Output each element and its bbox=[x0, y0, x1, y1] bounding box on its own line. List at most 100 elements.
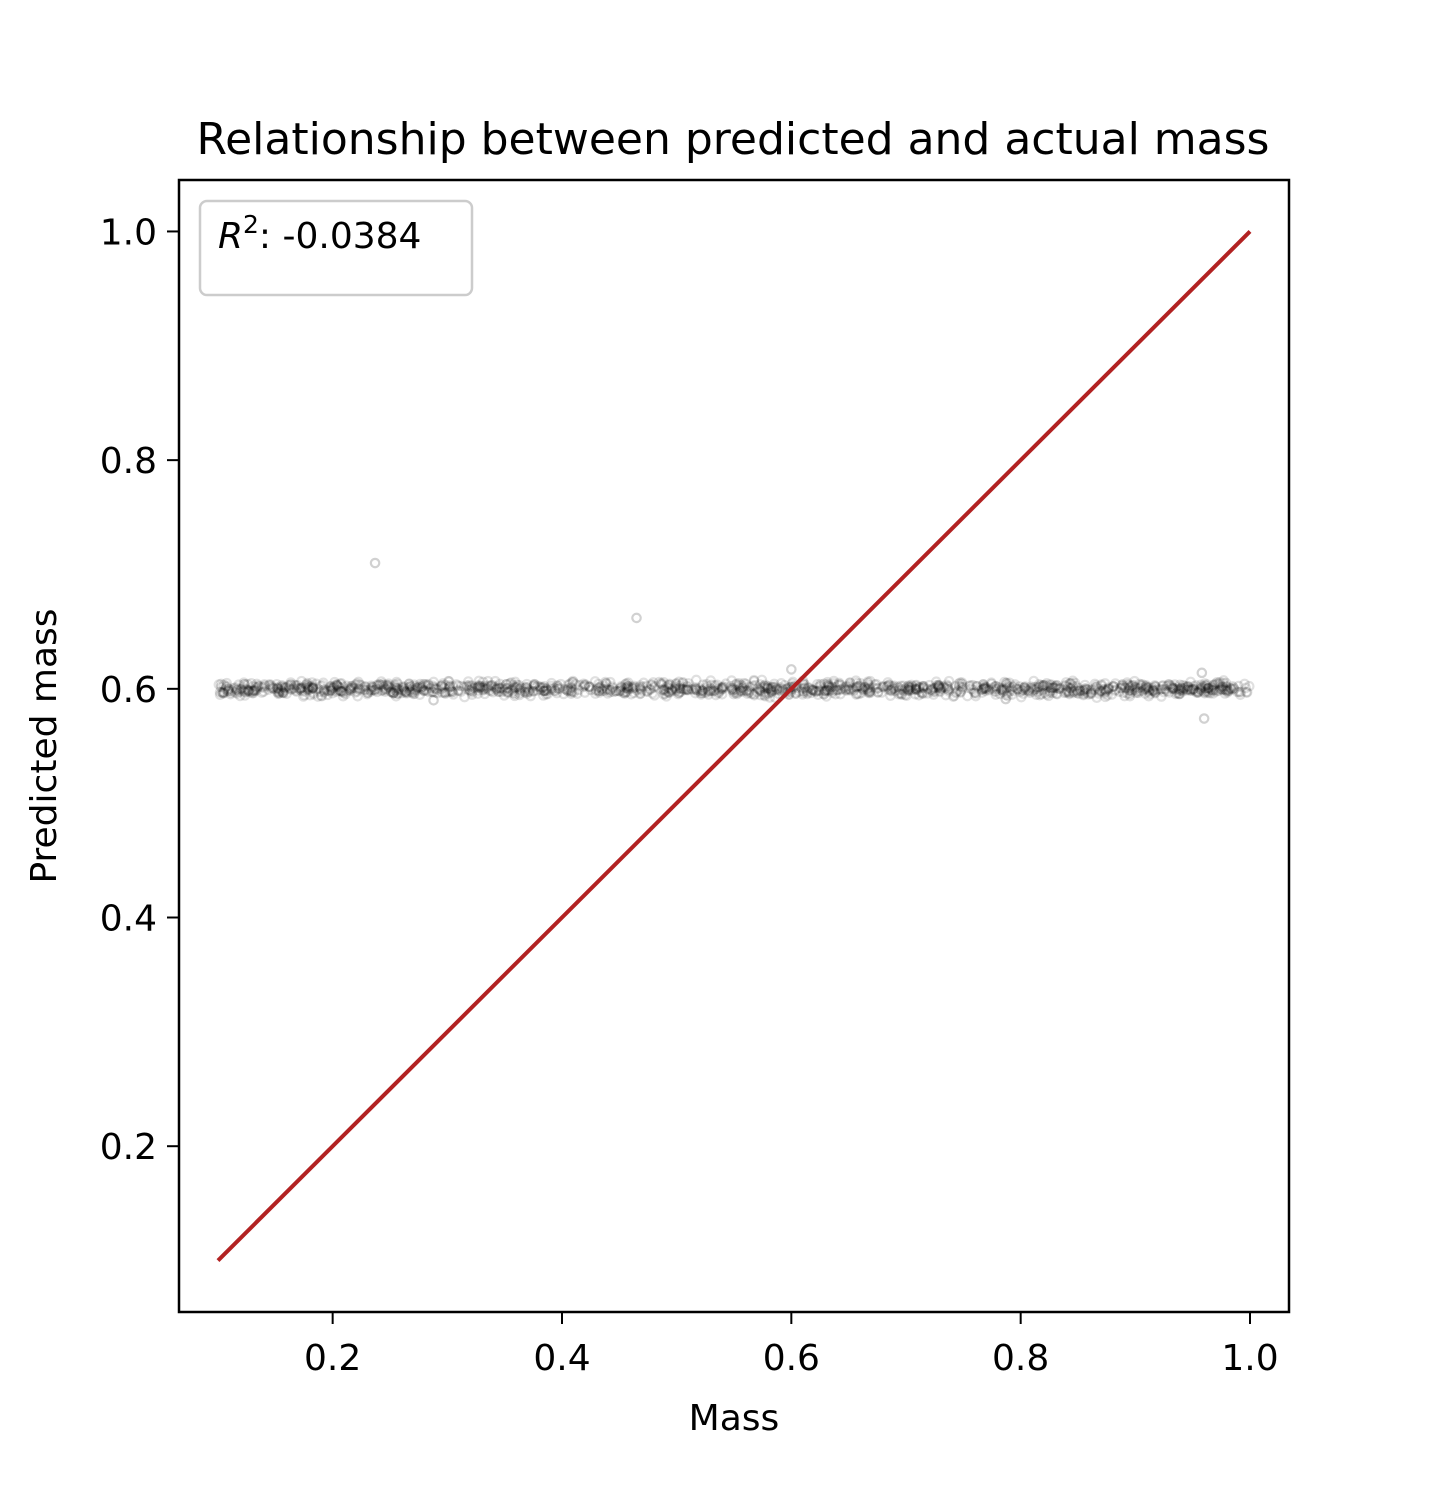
scatter-point bbox=[856, 682, 867, 694]
scatter-point bbox=[657, 679, 668, 691]
scatter-point bbox=[302, 684, 313, 696]
scatter-point bbox=[1220, 684, 1231, 696]
scatter-point bbox=[542, 685, 553, 696]
scatter-point bbox=[690, 674, 702, 686]
scatter-point bbox=[1215, 683, 1226, 695]
scatter-point bbox=[1239, 678, 1250, 690]
scatter-point bbox=[570, 679, 581, 690]
scatter-point bbox=[491, 684, 502, 696]
scatter-point bbox=[1173, 688, 1185, 700]
scatter-point bbox=[734, 682, 746, 694]
scatter-point bbox=[1192, 687, 1204, 698]
scatter-point bbox=[1205, 683, 1217, 695]
scatter-point bbox=[756, 686, 767, 697]
scatter-point bbox=[1061, 684, 1072, 695]
scatter-point bbox=[1085, 688, 1097, 699]
scatter-point bbox=[1135, 679, 1147, 691]
scatter-point bbox=[967, 679, 979, 691]
scatter-point bbox=[1240, 682, 1252, 694]
scatter-point bbox=[748, 688, 760, 700]
scatter-point bbox=[1072, 685, 1084, 697]
scatter-point bbox=[1140, 679, 1152, 691]
scatter-point bbox=[1200, 685, 1212, 697]
scatter-point bbox=[579, 679, 591, 691]
scatter-point bbox=[735, 685, 746, 696]
chart-title: Relationship between predicted and actua… bbox=[197, 114, 1270, 165]
scatter-point bbox=[541, 684, 552, 695]
scatter-point bbox=[218, 679, 230, 691]
scatter-point bbox=[1053, 683, 1064, 694]
scatter-point bbox=[825, 682, 837, 694]
scatter-point bbox=[799, 683, 810, 694]
scatter-point bbox=[217, 686, 228, 698]
scatter-point bbox=[626, 681, 637, 693]
scatter-point bbox=[1001, 683, 1012, 695]
scatter-point bbox=[950, 687, 961, 699]
scatter-point bbox=[705, 683, 717, 695]
scatter-point bbox=[917, 682, 929, 694]
scatter-point bbox=[331, 686, 342, 698]
scatter-point bbox=[473, 680, 484, 692]
scatter-point bbox=[403, 678, 415, 689]
scatter-point bbox=[1044, 685, 1056, 697]
scatter-point bbox=[762, 682, 773, 693]
scatter-point bbox=[981, 682, 992, 693]
scatter-point bbox=[248, 685, 259, 696]
scatter-point bbox=[850, 689, 862, 700]
scatter-point bbox=[634, 680, 646, 691]
scatter-point bbox=[634, 681, 646, 693]
scatter-point bbox=[501, 679, 512, 690]
scatter-point bbox=[1130, 687, 1142, 699]
scatter-point bbox=[996, 683, 1008, 694]
scatter-point bbox=[223, 683, 234, 695]
scatter-point bbox=[301, 679, 313, 690]
scatter-point bbox=[1107, 681, 1119, 692]
scatter-point bbox=[981, 683, 992, 695]
scatter-point bbox=[821, 691, 832, 702]
scatter-point bbox=[355, 680, 367, 691]
scatter-point bbox=[1190, 680, 1202, 691]
scatter-point bbox=[341, 680, 353, 692]
scatter-point bbox=[1031, 689, 1042, 701]
scatter-point bbox=[892, 681, 904, 693]
scatter-point bbox=[964, 680, 976, 691]
scatter-point bbox=[436, 679, 448, 691]
scatter-point bbox=[1103, 683, 1114, 694]
scatter-point bbox=[1227, 681, 1238, 692]
scatter-point bbox=[329, 676, 340, 688]
scatter-point bbox=[248, 687, 259, 699]
scatter-point bbox=[471, 681, 483, 693]
scatter-point bbox=[788, 681, 800, 693]
scatter-point bbox=[697, 685, 709, 696]
scatter-point bbox=[521, 688, 533, 699]
scatter-point bbox=[1132, 683, 1143, 694]
scatter-point bbox=[842, 683, 853, 695]
scatter-point bbox=[733, 680, 744, 692]
scatter-point bbox=[1201, 679, 1213, 690]
scatter-point bbox=[887, 683, 899, 695]
scatter-point bbox=[850, 681, 862, 693]
scatter-point bbox=[677, 678, 689, 689]
scatter-point bbox=[384, 683, 396, 694]
scatter-point bbox=[752, 683, 764, 694]
scatter-point bbox=[666, 684, 678, 696]
scatter-point bbox=[754, 684, 765, 695]
scatter-point bbox=[359, 684, 370, 695]
scatter-point bbox=[620, 686, 631, 698]
scatter-point bbox=[1078, 689, 1089, 701]
scatter-point bbox=[896, 689, 908, 700]
scatter-point bbox=[414, 689, 426, 700]
scatter-point bbox=[910, 683, 921, 695]
scatter-point bbox=[221, 680, 232, 692]
scatter-point bbox=[844, 677, 856, 688]
scatter-point bbox=[709, 685, 720, 696]
scatter-point bbox=[440, 679, 451, 691]
scatter-point bbox=[646, 679, 658, 691]
scatter-point bbox=[808, 685, 819, 697]
scatter-point bbox=[509, 688, 521, 700]
scatter-point bbox=[882, 677, 894, 688]
scatter-point bbox=[1141, 683, 1152, 694]
scatter-point bbox=[466, 686, 478, 698]
scatter-point bbox=[1235, 689, 1246, 701]
scatter-point bbox=[376, 676, 387, 687]
